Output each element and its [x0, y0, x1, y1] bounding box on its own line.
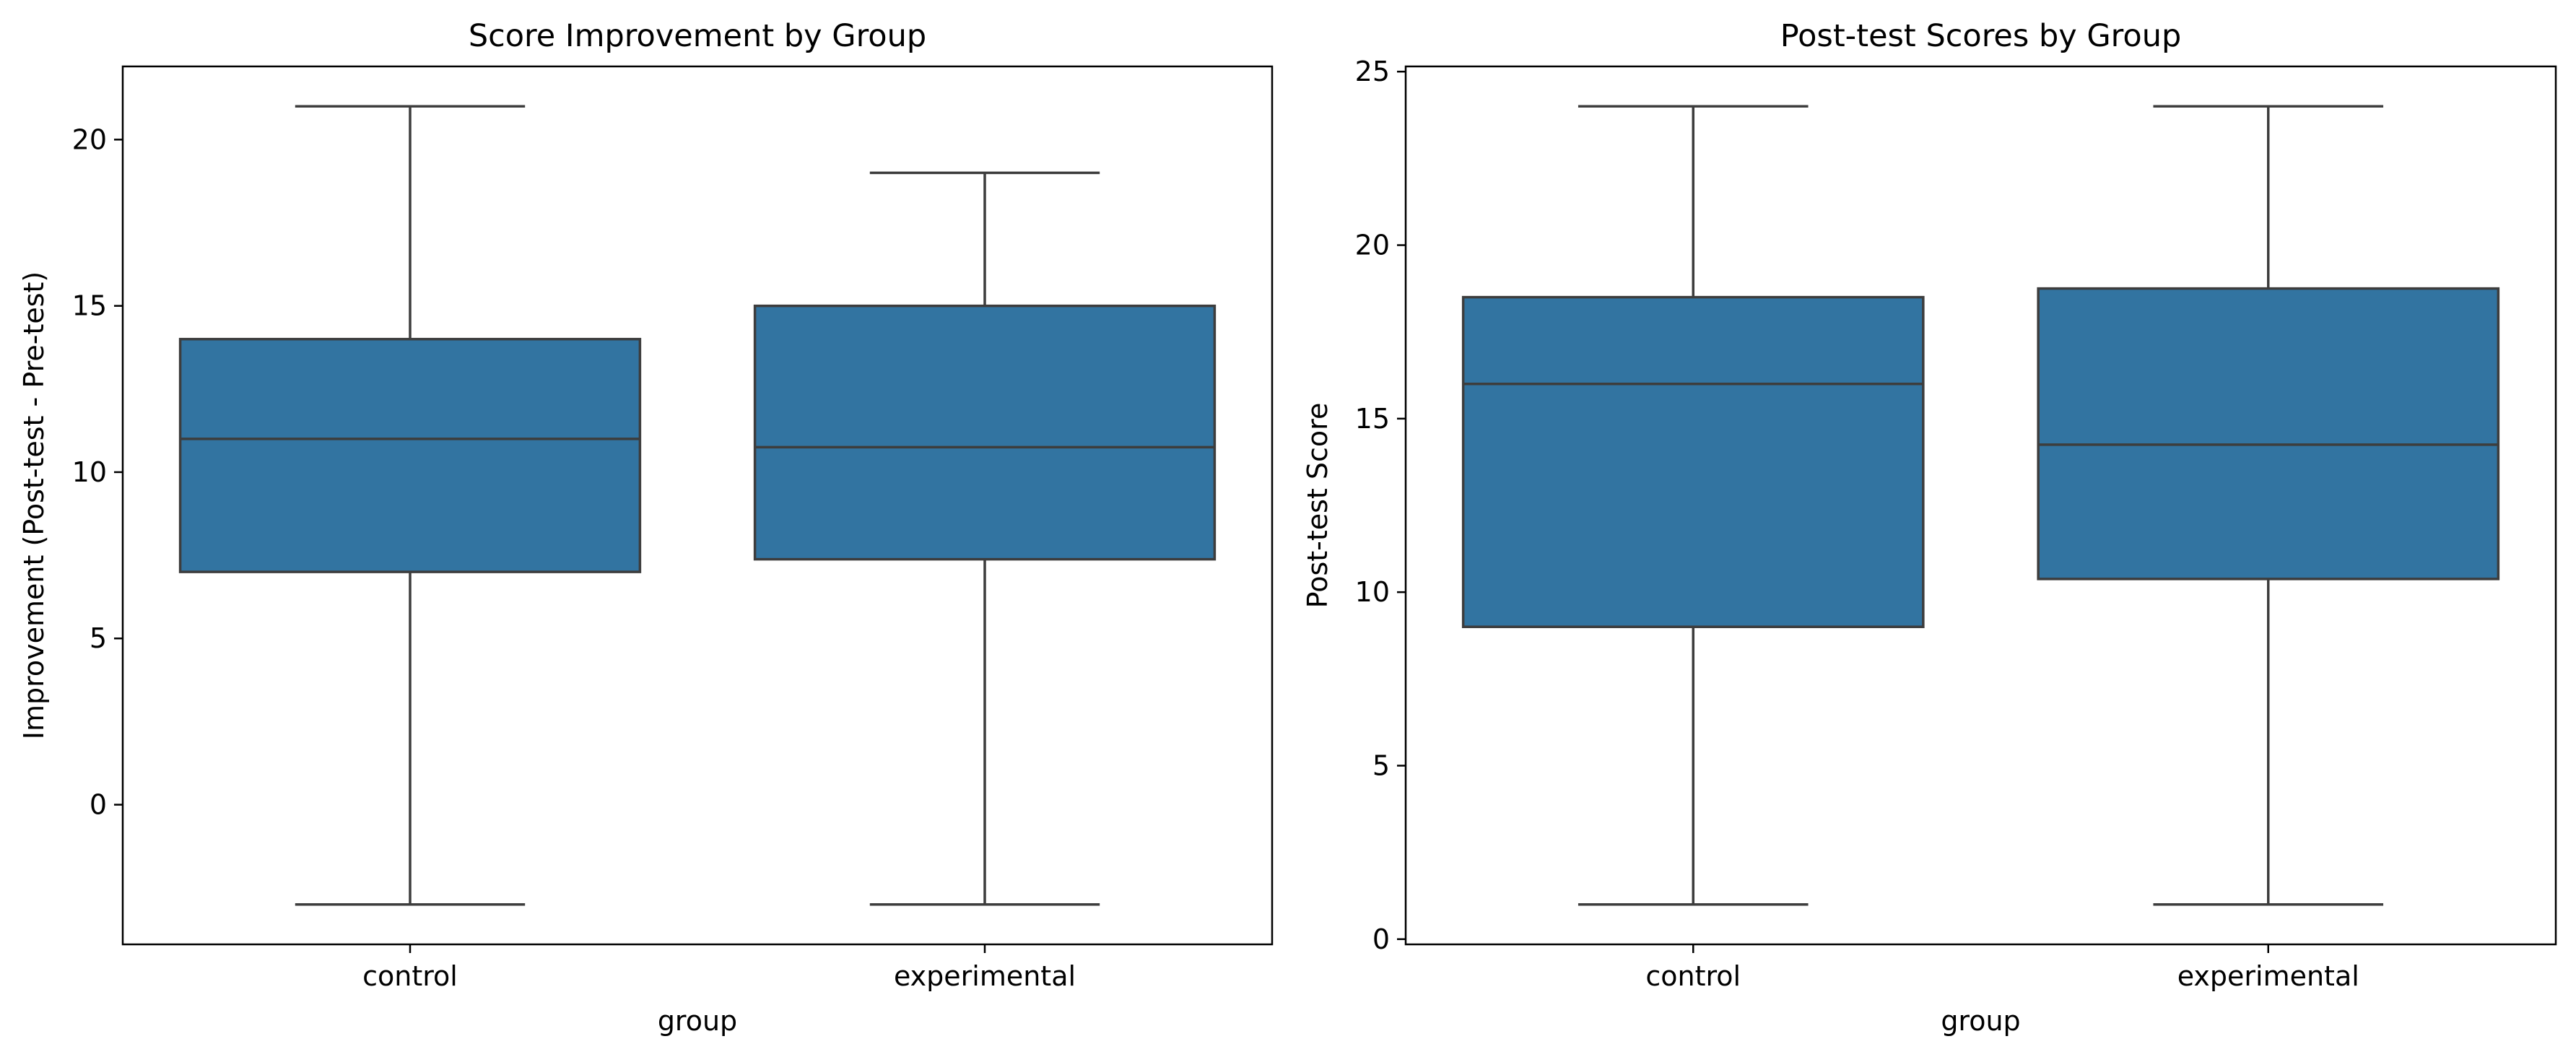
y-tick-label: 15 [1355, 403, 1390, 435]
iqr-box [2037, 287, 2500, 580]
box-experimental [753, 171, 1217, 906]
chart-panel-2: 0 5 10 15 20 25 control experimental Post-test S… [1302, 18, 2557, 1037]
y-tick-label: 15 [72, 290, 107, 322]
y-tick-label: 10 [1355, 576, 1390, 608]
y-tick-label: 20 [1355, 230, 1390, 261]
x-tick-label: experimental [894, 960, 1076, 992]
x-axis-label: group [658, 1005, 737, 1037]
axes-frame [1404, 65, 2557, 946]
y-axis-label: Improvement (Post-test - Pre-test) [18, 271, 50, 740]
box-control [1461, 105, 1925, 906]
iqr-box [753, 304, 1217, 561]
axes-frame [121, 65, 1274, 946]
box-experimental [2037, 105, 2500, 906]
y-tick-label: 5 [1372, 749, 1390, 781]
chart-title: Post-test Scores by Group [1780, 18, 2182, 54]
y-axis-label: Post-test Score [1302, 403, 1333, 609]
chart-panel-1: 0 5 10 15 20 control experimental Score Improve… [18, 18, 1274, 1037]
iqr-box [178, 337, 642, 573]
y-tick-label: 0 [90, 789, 107, 821]
box-control [178, 105, 642, 906]
iqr-box [1461, 295, 1925, 628]
x-axis-label: group [1941, 1005, 2020, 1037]
x-tick-label: control [362, 960, 458, 992]
y-tick-label: 10 [72, 456, 107, 488]
x-tick-label: control [1645, 960, 1741, 992]
y-tick-label: 20 [72, 123, 107, 155]
chart-title: Score Improvement by Group [469, 18, 926, 54]
y-tick-label: 25 [1355, 56, 1390, 87]
y-tick-label: 5 [90, 622, 107, 654]
y-tick-label: 0 [1372, 923, 1390, 955]
x-tick-label: experimental [2177, 960, 2359, 992]
